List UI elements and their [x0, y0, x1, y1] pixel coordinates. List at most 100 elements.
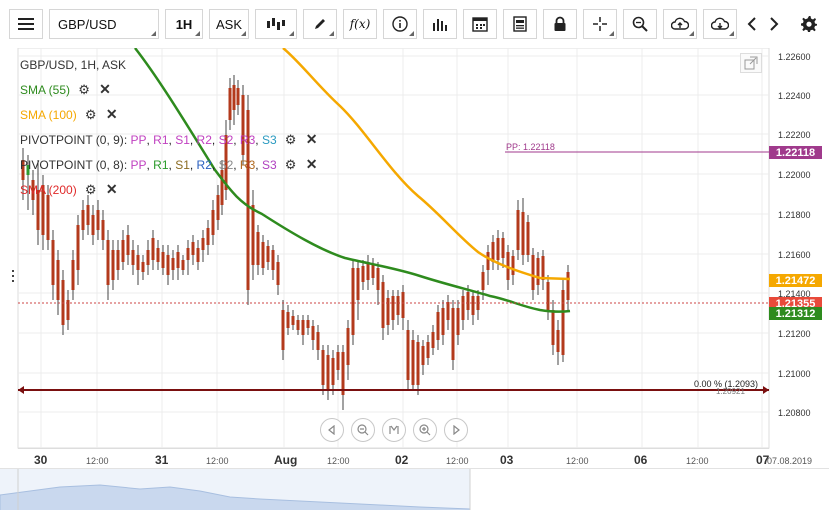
candle-body [416, 342, 420, 385]
sma55-gear-icon[interactable]: ⚙ [78, 81, 90, 97]
left-handle[interactable] [11, 268, 15, 288]
pivot2-gear-icon[interactable]: ⚙ [284, 156, 297, 172]
pivot1-close-icon[interactable]: ✕ [305, 131, 318, 147]
symbol-label: GBP/USD [58, 16, 117, 32]
crosshair-icon [593, 17, 607, 31]
sma200-close-icon[interactable]: ✕ [105, 181, 118, 197]
scroll-left-button[interactable] [743, 9, 761, 39]
price-label: 1.21400 [778, 289, 811, 299]
pivot1-label: PIVOTPOINT (0, 9) [20, 132, 124, 147]
candle-body [426, 342, 430, 358]
pivot2-r3: R3 [239, 157, 256, 172]
candle-body [361, 266, 365, 282]
price-type-select[interactable]: ASK [209, 9, 249, 39]
price-label: 1.21800 [778, 210, 811, 220]
candle-body [421, 346, 425, 365]
upload-button[interactable] [663, 9, 697, 39]
triangle-right-icon [453, 425, 460, 435]
navigator[interactable] [0, 468, 829, 510]
candle-body [26, 165, 30, 175]
pivot2-close-icon[interactable]: ✕ [305, 156, 318, 172]
download-button[interactable] [703, 9, 737, 39]
sma200-label: SMA (200) [20, 182, 77, 197]
calendar-button[interactable] [463, 9, 497, 39]
sma55-close-icon[interactable]: ✕ [99, 81, 111, 97]
chevron-left-icon [747, 17, 756, 31]
gear-icon [801, 16, 817, 32]
candle-body [211, 210, 215, 235]
grid-horizontal [18, 55, 769, 413]
chart-type-button[interactable] [255, 9, 297, 39]
time-label: 12:00 [86, 456, 109, 466]
candle-body [556, 330, 560, 352]
legend-sma200-row: SMA (200) ⚙ ✕ [20, 177, 319, 202]
sma100-close-icon[interactable]: ✕ [105, 106, 118, 122]
sma100-gear-icon[interactable]: ⚙ [84, 106, 97, 122]
pivot1-sep: : [123, 132, 131, 147]
interval-label: 1H [175, 16, 193, 32]
info-button[interactable] [383, 9, 417, 39]
candle-body [511, 256, 515, 275]
candle-body [301, 320, 305, 335]
zoom-button[interactable] [623, 9, 657, 39]
settings-button[interactable] [797, 9, 821, 39]
last-price-tag: 1.21355 [769, 297, 822, 310]
candle-body [141, 262, 145, 272]
candle-body [336, 352, 340, 370]
cloud-upload-icon [671, 17, 689, 30]
pivot1-gear-icon[interactable]: ⚙ [284, 131, 297, 147]
time-label: 31 [155, 453, 169, 467]
candle-body [156, 248, 160, 262]
pivot1-r3: R3 [239, 132, 256, 147]
fib-left-arrow [18, 386, 24, 394]
document-icon [513, 16, 527, 32]
menu-button[interactable] [9, 9, 43, 39]
zoom-out-button[interactable] [351, 418, 375, 442]
legend-sma55-row: SMA (55) ⚙ ✕ [20, 77, 319, 102]
candle-body [396, 296, 400, 315]
candle-body [228, 88, 232, 120]
pivot2-sep: : [123, 157, 131, 172]
pan-right-button[interactable] [444, 418, 468, 442]
scroll-right-button[interactable] [763, 9, 785, 39]
symbol-select[interactable]: GBP/USD [49, 9, 159, 39]
candle-body [381, 282, 385, 328]
zoom-in-button[interactable] [413, 418, 437, 442]
candle-body [161, 252, 165, 268]
time-label: 03 [500, 453, 514, 467]
candle-body [191, 242, 195, 255]
candle-body [561, 290, 565, 355]
sma100-label: SMA (100) [20, 107, 77, 122]
price-chart[interactable] [0, 48, 829, 468]
candle-body [351, 268, 355, 335]
candle-body [186, 248, 190, 260]
reset-icon [389, 425, 399, 434]
candle-body [71, 260, 75, 290]
candle-body [346, 328, 350, 365]
fullscreen-button[interactable] [740, 53, 762, 73]
candle-body [296, 320, 300, 330]
candle-body [521, 212, 525, 255]
candle-body [151, 238, 155, 260]
reset-zoom-button[interactable] [382, 418, 406, 442]
pan-left-button[interactable] [320, 418, 344, 442]
interval-select[interactable]: 1H [165, 9, 203, 39]
candle-body [526, 222, 530, 255]
time-label: 02 [395, 453, 409, 467]
fib-right-arrow [763, 386, 769, 394]
candle-body [276, 262, 280, 285]
time-axis-line [18, 448, 769, 449]
candle-body [366, 262, 370, 280]
candle-body [311, 326, 315, 340]
sma200-gear-icon[interactable]: ⚙ [84, 181, 97, 197]
news-button[interactable] [503, 9, 537, 39]
candle-body [31, 180, 35, 200]
indicators-button[interactable]: f(x) [343, 9, 377, 39]
volume-button[interactable] [423, 9, 457, 39]
lock-button[interactable] [543, 9, 577, 39]
draw-tool-button[interactable] [303, 9, 337, 39]
candle-body [116, 250, 120, 270]
candle-body [566, 272, 570, 300]
candle-body [121, 240, 125, 262]
crosshair-button[interactable] [583, 9, 617, 39]
